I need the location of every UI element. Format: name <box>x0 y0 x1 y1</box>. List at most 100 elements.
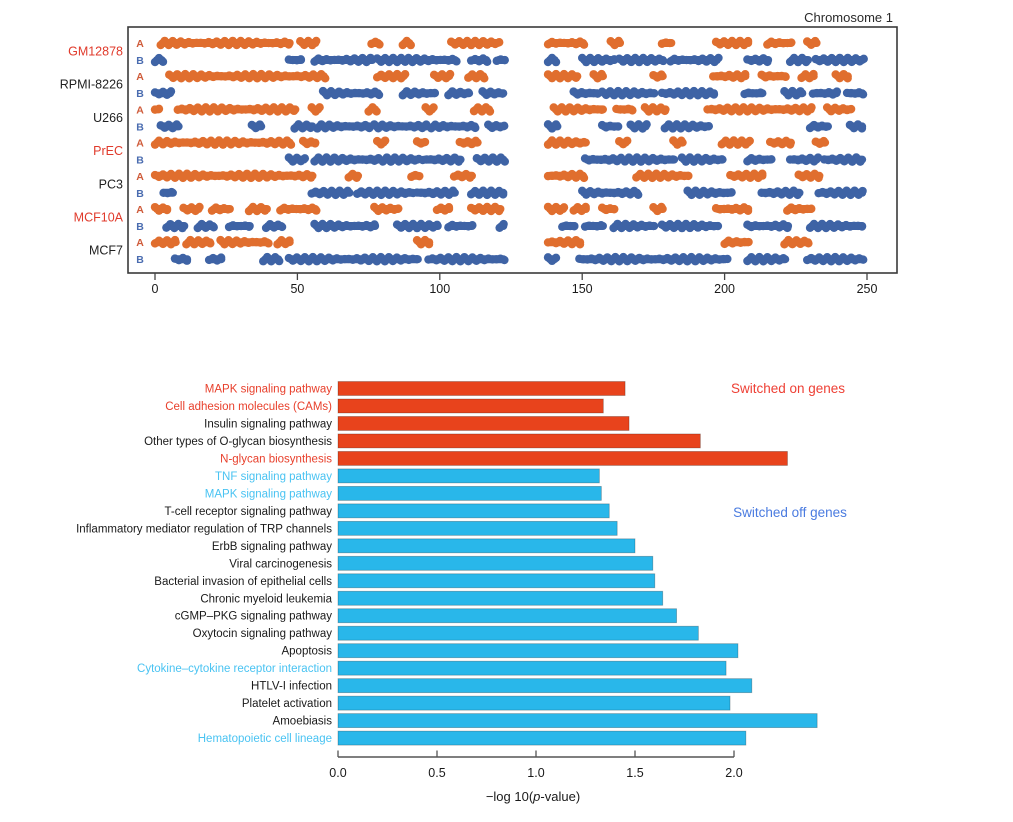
compartment-dot <box>809 69 818 79</box>
cell-line-label: PC3 <box>99 177 123 191</box>
switched-on-label: Switched on genes <box>731 381 845 396</box>
compartment-dot <box>684 171 693 181</box>
compartment-dot <box>312 206 321 215</box>
compartment-dot <box>821 122 831 131</box>
pathway-label: Chronic myeloid leukemia <box>200 593 332 605</box>
pathway-label: Insulin signaling pathway <box>204 418 332 430</box>
compartment-dot <box>315 103 324 112</box>
cell-line-label: GM12878 <box>68 45 123 59</box>
compartment-dot <box>660 106 670 116</box>
bottom-tick-label: 2.0 <box>725 766 742 780</box>
pathway-label: TNF signaling pathway <box>215 471 332 483</box>
compartment-dot <box>597 105 606 114</box>
cell-line-label: RPMI-8226 <box>60 78 123 92</box>
compartment-dot <box>745 136 754 146</box>
compartment-dot <box>856 157 865 166</box>
pathway-label: Amoebiasis <box>273 716 333 728</box>
pathway-label: Bacterial invasion of epithelial cells <box>154 576 332 588</box>
compartment-dot <box>286 140 296 149</box>
compartment-dot <box>649 221 658 231</box>
pathway-bar <box>337 555 654 571</box>
pathway-x-axis: 0.0 0.5 1.0 1.5 2.0 <box>329 750 743 780</box>
pathway-bar <box>337 468 600 484</box>
cell-line-label: PrEC <box>93 144 123 158</box>
compartment-dot <box>810 36 820 46</box>
compartment-dot <box>763 57 772 67</box>
pathway-label: Cell adhesion molecules (CAMs) <box>165 401 332 413</box>
compartment-dot <box>743 206 753 216</box>
compartment-b-letter: B <box>136 155 144 167</box>
x-axis-title-p: p <box>532 789 540 804</box>
compartment-dot <box>500 121 509 131</box>
compartment-dot <box>597 69 606 79</box>
compartment-b-letter: B <box>136 55 144 67</box>
pathway-bar <box>337 398 604 414</box>
compartment-dot <box>420 137 430 147</box>
compartment-dot <box>758 169 767 178</box>
top-tick-label: 0 <box>152 282 159 296</box>
pathway-label: N-glycan biosynthesis <box>220 453 332 465</box>
compartment-dot <box>575 240 585 249</box>
pathway-label: MAPK signaling pathway <box>205 488 332 500</box>
cell-line-label: U266 <box>93 111 123 125</box>
compartment-dot <box>285 236 294 245</box>
compartment-dot <box>614 36 623 46</box>
pathway-label: Oxytocin signaling pathway <box>193 628 333 640</box>
compartment-dot <box>857 222 867 231</box>
compartment-dot <box>366 53 375 63</box>
compartment-dot <box>657 202 666 212</box>
compartment-dot <box>579 137 589 147</box>
pathway-bars: MAPK signaling pathway Cell adhesion mole… <box>76 381 818 746</box>
top-tick-label: 100 <box>429 282 450 296</box>
compartment-dot <box>289 106 299 116</box>
compartment-dot <box>559 203 569 212</box>
pathway-bar <box>337 678 753 694</box>
compartment-b-letter: B <box>136 88 144 100</box>
compartment-b-letter: B <box>136 254 144 266</box>
compartment-dot <box>178 223 187 233</box>
compartment-dot <box>343 186 352 196</box>
pathway-label: MAPK signaling pathway <box>205 384 332 396</box>
compartment-dot <box>375 40 384 49</box>
compartment-a-letter: A <box>136 171 144 183</box>
cell-line-label: MCF10A <box>74 211 124 225</box>
compartment-a-letter: A <box>136 204 144 216</box>
compartment-dot <box>296 55 306 64</box>
x-axis-title-prefix: −log 10( <box>486 789 534 804</box>
compartment-dot <box>158 57 168 66</box>
bottom-tick-label: 0.5 <box>428 766 445 780</box>
compartment-dot <box>454 157 463 166</box>
compartment-dot <box>767 155 776 164</box>
top-tick-label: 200 <box>714 282 735 296</box>
compartment-dot <box>471 123 480 133</box>
compartment-dot <box>167 187 176 197</box>
compartment-dot <box>352 173 361 182</box>
compartment-dot <box>485 107 495 116</box>
pathway-label: Other types of O-glycan biosynthesis <box>144 436 332 448</box>
pathway-bar <box>337 503 610 519</box>
bottom-tick-label: 0.0 <box>329 766 346 780</box>
compartment-dot <box>787 38 796 47</box>
x-axis-title-suffix: -value) <box>540 789 580 804</box>
compartment-dot <box>480 74 489 83</box>
compartment-dot <box>609 205 619 214</box>
compartment-dot <box>400 69 410 79</box>
compartment-dot <box>804 239 813 248</box>
top-tick-label: 250 <box>857 282 878 296</box>
compartment-dot <box>432 220 442 229</box>
pathway-label: Hematopoietic cell lineage <box>198 733 332 745</box>
compartment-dot <box>424 240 434 249</box>
compartment-plot-box <box>127 26 898 274</box>
compartment-dot <box>596 221 606 230</box>
pathway-bar <box>337 381 626 396</box>
compartment-dot <box>244 222 254 232</box>
top-tick-label: 150 <box>572 282 593 296</box>
compartment-a-letter: A <box>136 38 144 50</box>
compartment-dot <box>209 223 218 232</box>
compartment-dot <box>499 219 508 229</box>
pathway-bar <box>337 625 699 641</box>
compartment-dot <box>551 57 561 67</box>
compartment-dot <box>843 74 852 83</box>
pathway-bar <box>337 643 739 659</box>
compartment-dot <box>430 88 439 98</box>
